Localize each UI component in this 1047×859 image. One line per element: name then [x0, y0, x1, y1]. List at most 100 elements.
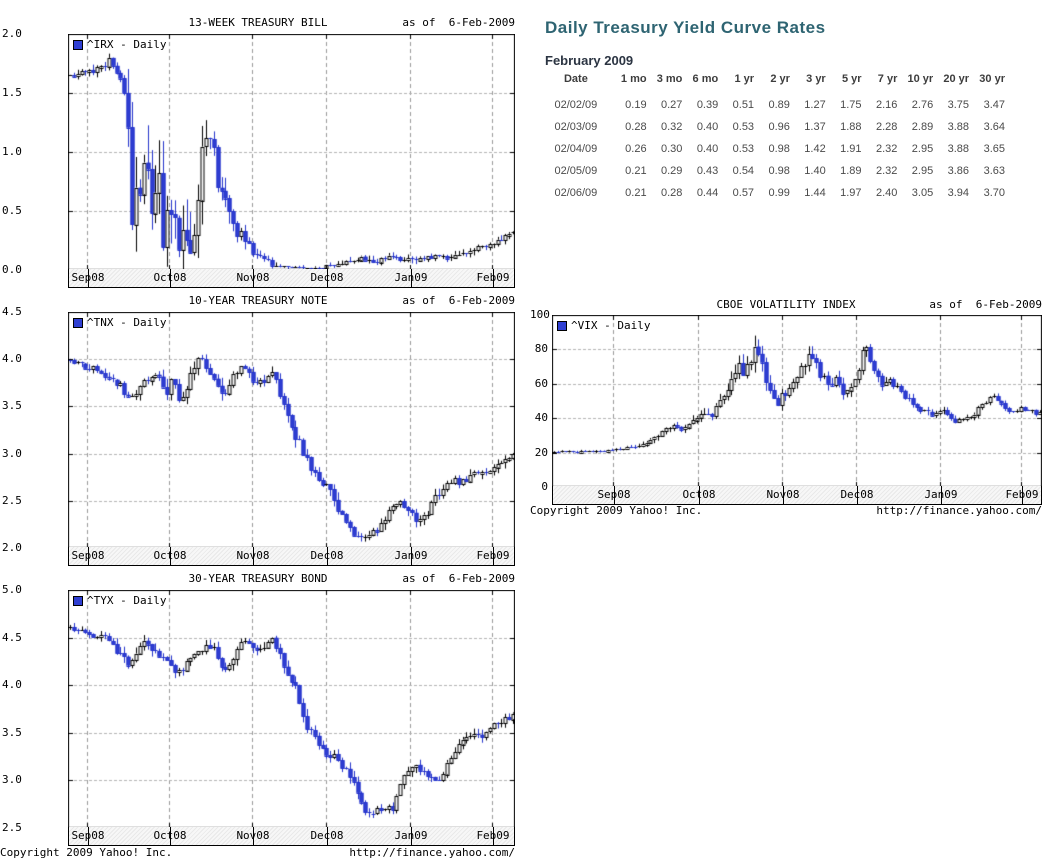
rate-cell: 2.89 — [911, 121, 934, 133]
rate-cell: 0.27 — [660, 99, 683, 111]
rate-cell: 0.96 — [768, 121, 790, 133]
month-tick — [493, 269, 494, 287]
month-tick — [1022, 486, 1023, 504]
legend-marker-icon — [557, 320, 567, 331]
chart-asof-label: as of 6-Feb-2009 — [402, 294, 515, 307]
table-body: 02/02/09 0.19 0.27 0.39 0.51 0.89 1.27 1.75 2.16… — [545, 94, 1005, 204]
chart-title: 10-YEAR TREASURY NOTE — [188, 294, 328, 307]
source-url: http://finance.yahoo.com/ — [349, 846, 515, 859]
y-axis-label: 80 — [534, 342, 548, 356]
month-label: Dec08 — [310, 549, 344, 562]
month-tick — [411, 827, 412, 845]
rate-cell: 2.95 — [911, 143, 934, 155]
month-label: Feb09 — [476, 549, 510, 562]
y-axis-label: 40 — [534, 411, 548, 425]
rate-cell: 0.40 — [696, 143, 719, 155]
month-tick — [411, 269, 412, 287]
plot-area: ^TNX - Daily — [68, 312, 515, 548]
y-axis-label: 60 — [534, 376, 548, 390]
month-label: Sep08 — [71, 271, 105, 284]
rate-cell: 2.95 — [911, 165, 934, 177]
column-header: 1 mo — [620, 73, 647, 85]
month-tick — [783, 486, 784, 504]
rate-cell: 2.76 — [911, 99, 934, 111]
rate-cell: 1.75 — [840, 99, 862, 111]
legend-label: ^TNX - Daily — [87, 316, 167, 329]
column-header: 30 yr — [979, 73, 1005, 85]
table-row: 02/04/09 0.26 0.30 0.40 0.53 0.98 1.42 1.91 2.32… — [545, 138, 1005, 160]
month-tick — [327, 827, 328, 845]
rate-cell: 2.28 — [875, 121, 898, 133]
month-tick — [253, 269, 254, 287]
column-header: 10 yr — [907, 73, 934, 85]
vix-footer-line: Copyright 2009 Yahoo! Inc. http://financ… — [530, 504, 1042, 517]
table-row: 02/02/09 0.19 0.27 0.39 0.51 0.89 1.27 1.75 2.16… — [545, 94, 1005, 116]
month-label: Nov08 — [236, 271, 270, 284]
legend: ^TNX - Daily — [73, 316, 166, 329]
rate-cell: 0.57 — [732, 187, 755, 199]
month-label: Sep08 — [71, 549, 105, 562]
table-row: 02/03/09 0.28 0.32 0.40 0.53 0.96 1.37 1.88 2.28… — [545, 116, 1005, 138]
x-axis-strip: Sep08 Oct08 Nov08 Dec08 Jan09 Feb09 — [552, 486, 1042, 505]
rate-cell: 0.21 — [625, 187, 647, 199]
month-label: Dec08 — [310, 271, 344, 284]
legend-label: ^VIX - Daily — [571, 319, 651, 332]
y-axis-label: 2.0 — [2, 541, 22, 554]
rate-cell: 0.29 — [660, 165, 683, 177]
chart-title: CBOE VOLATILITY INDEX — [716, 298, 856, 311]
month-label: Feb09 — [476, 829, 510, 842]
y-axis-label: 3.5 — [2, 399, 22, 413]
month-label: Jan09 — [924, 488, 958, 501]
month-tick — [699, 486, 700, 504]
month-label: Nov08 — [236, 549, 270, 562]
month-tick — [941, 486, 942, 504]
month-tick — [411, 547, 412, 565]
chart-title: 30-YEAR TREASURY BOND — [188, 572, 328, 585]
legend-marker-icon — [73, 317, 83, 328]
rate-cell: 0.28 — [625, 121, 647, 133]
column-header: 7 yr — [877, 73, 898, 85]
rate-cell: 0.40 — [696, 121, 719, 133]
rate-cell: 3.75 — [947, 99, 970, 111]
rate-cell: 3.63 — [983, 165, 1005, 177]
chart-asof-label: as of 6-Feb-2009 — [402, 16, 515, 29]
legend-marker-icon — [73, 595, 83, 606]
rate-cell: 3.47 — [983, 99, 1005, 111]
y-axis-label: 4.5 — [2, 305, 22, 318]
copyright-text: Copyright 2009 Yahoo! Inc. — [0, 846, 173, 859]
y-axis-label: 0.0 — [2, 263, 22, 276]
month-tick — [327, 269, 328, 287]
month-label: Sep08 — [71, 829, 105, 842]
rate-cell: 2.32 — [875, 165, 898, 177]
y-axis-label: 1.5 — [2, 86, 22, 99]
month-tick — [493, 827, 494, 845]
y-axis-label: 3.5 — [2, 725, 22, 739]
month-tick — [170, 827, 171, 845]
month-tick — [493, 547, 494, 565]
date-cell: 02/05/09 — [554, 165, 598, 177]
month-tick — [253, 827, 254, 845]
plot-area: ^VIX - Daily — [552, 315, 1042, 487]
month-label: Sep08 — [597, 488, 631, 501]
candlestick-canvas — [68, 312, 515, 548]
yield-curve-month: February 2009 — [545, 53, 634, 68]
plot-area: ^TYX - Daily — [68, 590, 515, 828]
rate-cell: 0.98 — [768, 165, 790, 177]
legend: ^IRX - Daily — [73, 38, 166, 51]
month-tick — [253, 547, 254, 565]
month-label: Oct08 — [153, 829, 187, 842]
rate-cell: 3.86 — [947, 165, 970, 177]
x-axis-strip: Sep08 Oct08 Nov08 Dec08 Jan09 Feb09 — [68, 827, 515, 846]
rate-cell: 1.27 — [804, 99, 826, 111]
column-header: 3 mo — [656, 73, 683, 85]
table-row: 02/05/09 0.21 0.29 0.43 0.54 0.98 1.40 1.89 2.32… — [545, 160, 1005, 182]
rate-cell: 0.19 — [625, 99, 647, 111]
y-axis-label: 100 — [530, 308, 550, 321]
month-label: Feb09 — [476, 271, 510, 284]
rate-cell: 3.05 — [911, 187, 934, 199]
rate-cell: 3.88 — [947, 143, 970, 155]
rate-cell: 1.40 — [804, 165, 826, 177]
y-axis-label: 1.0 — [2, 145, 22, 158]
y-axis-label: 4.5 — [2, 630, 22, 644]
month-tick — [327, 547, 328, 565]
